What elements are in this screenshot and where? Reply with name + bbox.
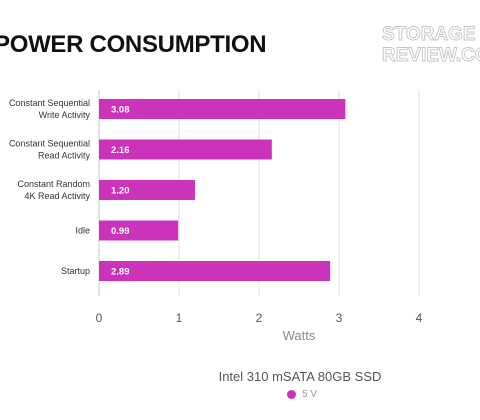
bars bbox=[99, 99, 346, 281]
svg-text:STORAGE: STORAGE bbox=[382, 24, 476, 45]
category-labels: Constant Sequential Write Activity Constan… bbox=[9, 98, 91, 276]
legend: 5 V bbox=[287, 389, 317, 400]
x-tick-labels: 0 1 2 3 4 bbox=[96, 311, 423, 325]
category-label: Constant Sequential bbox=[9, 139, 90, 149]
x-axis-title: Watts bbox=[283, 328, 316, 343]
bar bbox=[99, 220, 179, 241]
category-label: Read Activity bbox=[38, 151, 91, 161]
bar bbox=[99, 180, 195, 200]
bar-value-label: 3.08 bbox=[111, 105, 130, 116]
category-label: Startup bbox=[61, 266, 90, 276]
bar-value-label: 1.20 bbox=[111, 186, 130, 197]
bar-chart: 3.08 2.16 1.20 0.99 2.89 Constant Sequential… bbox=[9, 90, 423, 343]
bar-value-label: 2.89 bbox=[111, 267, 130, 278]
value-labels: 3.08 2.16 1.20 0.99 2.89 bbox=[111, 105, 130, 278]
bar-value-label: 2.16 bbox=[111, 145, 130, 156]
bar bbox=[99, 261, 331, 281]
chart-subtitle: Intel 310 mSATA 80GB SSD bbox=[218, 369, 382, 384]
category-label: 4K Read Activity bbox=[24, 191, 90, 201]
x-tick-label: 1 bbox=[176, 311, 183, 325]
svg-text:REVIEW.COM: REVIEW.COM bbox=[382, 45, 480, 66]
category-label: Constant Random bbox=[17, 179, 90, 189]
storage-review-logo: STORAGE REVIEW.COM bbox=[382, 24, 480, 67]
category-label: Constant Sequential bbox=[9, 98, 90, 108]
x-tick-label: 0 bbox=[96, 311, 103, 325]
x-tick-label: 3 bbox=[336, 311, 343, 325]
x-tick-label: 2 bbox=[256, 311, 263, 325]
category-label: Write Activity bbox=[39, 110, 91, 120]
legend-label: 5 V bbox=[302, 389, 318, 400]
bar-value-label: 0.99 bbox=[111, 226, 130, 237]
bar bbox=[99, 99, 346, 119]
bar bbox=[99, 139, 272, 160]
category-label: Idle bbox=[75, 226, 90, 236]
chart-title: POWER CONSUMPTION bbox=[0, 31, 267, 58]
legend-swatch bbox=[287, 390, 296, 399]
x-tick-label: 4 bbox=[416, 311, 423, 325]
